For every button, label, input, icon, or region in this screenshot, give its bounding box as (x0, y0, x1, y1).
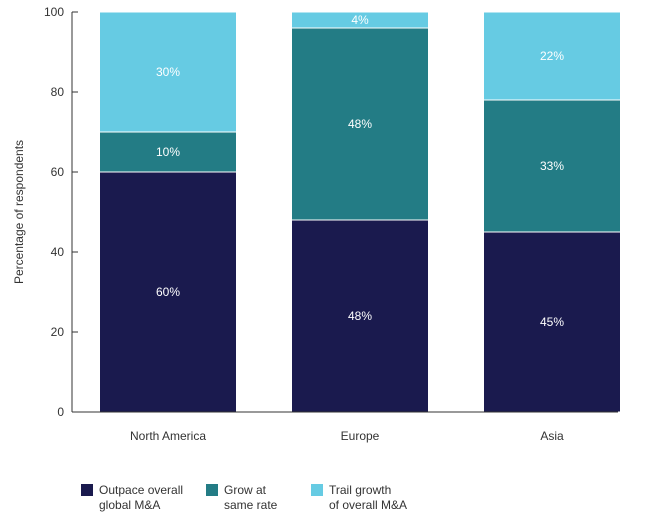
bar-value-label: 30% (156, 65, 180, 79)
x-axis: North America Europe Asia (72, 411, 618, 443)
legend-swatch-trail (311, 484, 323, 496)
bar-value-label: 60% (156, 285, 180, 299)
y-tick-label: 60 (51, 165, 65, 179)
legend-item-same-rate: Grow at same rate (206, 483, 311, 513)
x-tick-label: North America (130, 429, 206, 443)
y-tick-label: 80 (51, 85, 65, 99)
bar-segment (291, 219, 429, 413)
x-tick-label: Asia (540, 429, 564, 443)
legend-item-outpace: Outpace overall global M&A (81, 483, 206, 513)
y-tick-label: 20 (51, 325, 65, 339)
y-tick-label: 100 (44, 5, 64, 19)
y-tick-label: 0 (57, 405, 64, 419)
bar-value-label: 22% (540, 49, 564, 63)
y-tick-label: 40 (51, 245, 65, 259)
bar-segment (483, 11, 621, 101)
y-axis-label: Percentage of respondents (12, 140, 26, 284)
bar-value-label: 10% (156, 145, 180, 159)
bars-group: 60% 10% 30% 48% 48% 4% 45% 33% 22% (99, 11, 621, 413)
bar-value-label: 48% (348, 309, 372, 323)
y-axis: 0 20 40 60 80 100 (44, 5, 78, 419)
legend-label-trail: Trail growth of overall M&A (329, 483, 408, 512)
legend-item-trail: Trail growth of overall M&A (311, 483, 471, 513)
bar-segment (483, 99, 621, 233)
bar-segment (291, 11, 429, 29)
bar-segment (99, 11, 237, 133)
legend-swatch-outpace (81, 484, 93, 496)
bar-segment (483, 231, 621, 413)
bar-segment (291, 27, 429, 221)
bar-value-label: 48% (348, 117, 372, 131)
bar-value-label: 45% (540, 315, 564, 329)
legend: Outpace overall global M&A Grow at same … (81, 483, 471, 513)
bar-segment (99, 131, 237, 173)
x-tick-label: Europe (341, 429, 380, 443)
legend-label-same-rate: Grow at same rate (224, 483, 278, 512)
legend-label-outpace: Outpace overall global M&A (99, 483, 184, 512)
bar-value-label: 4% (351, 13, 369, 27)
bar-value-label: 33% (540, 159, 564, 173)
legend-swatch-same-rate (206, 484, 218, 496)
